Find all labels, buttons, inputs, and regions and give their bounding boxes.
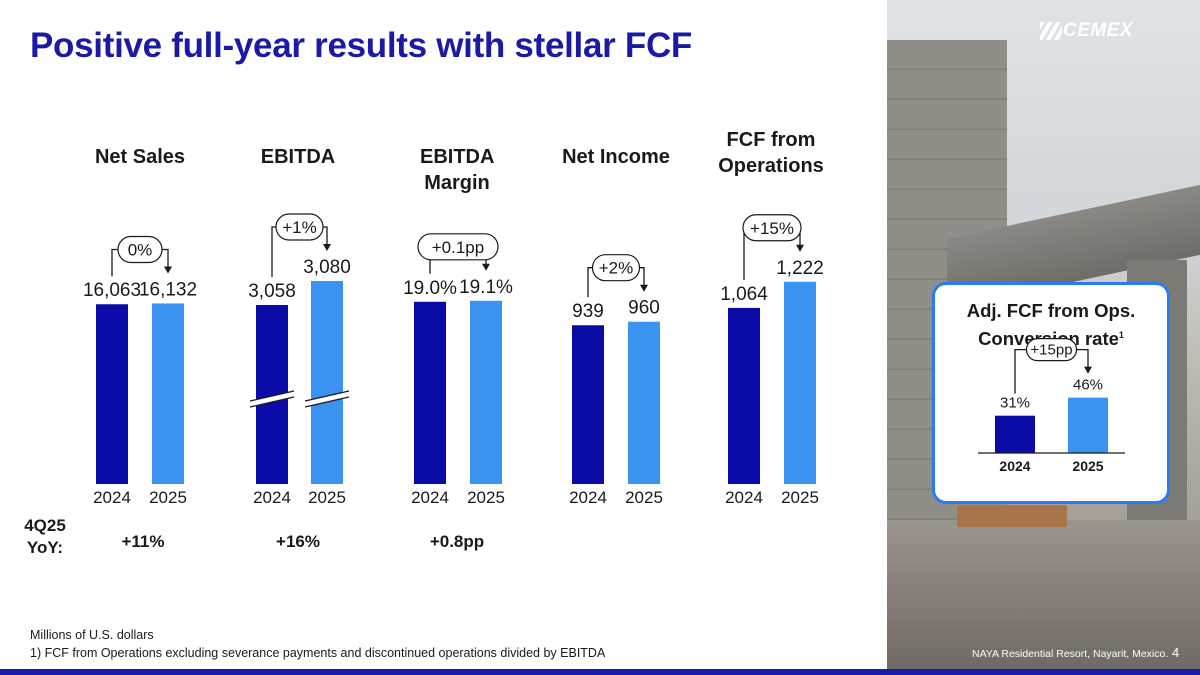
- chart-0-bracket-left: [111, 248, 118, 277]
- metric-title-fcf: FCF from Operations: [718, 129, 824, 177]
- chart-2-value-label-2025: 19.1%: [459, 277, 513, 298]
- chart-3-change-label: +2%: [599, 259, 634, 278]
- chart-2-value-label-2024: 19.0%: [403, 278, 457, 299]
- chart-5-year-label-2024: 2024: [999, 458, 1030, 474]
- chart-3-bar-2024: [572, 325, 604, 484]
- chart-4-change-label: +15%: [750, 219, 794, 238]
- chart-1-bracket-left: [271, 226, 276, 277]
- chart-1-axis-break-2024: [250, 391, 294, 407]
- chart-0-value-label-2025: 16,132: [139, 279, 197, 300]
- chart-3-bar-2025: [628, 321, 660, 484]
- yoy-ebitda: +16%: [276, 532, 320, 551]
- chart-0-value-label-2024: 16,063: [83, 280, 141, 301]
- cemex-logo: CEMEX: [1063, 20, 1134, 41]
- conversion-rate-card: Adj. FCF from Ops. Conversion rate1: [932, 282, 1170, 504]
- chart-3-bracket-right: [639, 267, 645, 290]
- yoy-label: 4Q25 YoY:: [24, 516, 66, 557]
- chart-0-change-pill: [117, 235, 163, 264]
- chart-5-change-label: +15pp: [1030, 342, 1072, 359]
- chart-2-change-pill: [417, 233, 499, 261]
- chart-3-year-label-2025: 2025: [625, 488, 663, 507]
- chart-5-bracket-right: [1076, 348, 1089, 372]
- metric-title-net-sales: Net Sales: [94, 146, 186, 168]
- chart-2-year-label-2025: 2025: [467, 488, 505, 507]
- chart-2-year-label-2024: 2024: [411, 488, 449, 507]
- page-title: Positive full-year results with stellar …: [30, 26, 693, 65]
- chart-5-bar-2024: [995, 415, 1035, 453]
- chart-0-change-label: 0%: [128, 240, 153, 259]
- chart-1-axis-break-line-top-2025: [304, 390, 350, 402]
- chart-1-bar-2025: [311, 281, 343, 484]
- chart-5-value-label-2024: 31%: [1000, 395, 1030, 412]
- chart-4-bar-2024: [728, 307, 760, 484]
- chart-5-change-pill: [1025, 338, 1078, 362]
- metric-title-ebitda-margin: EBITDA Margin: [420, 146, 495, 194]
- chart-5-year-label-2025: 2025: [1072, 458, 1103, 474]
- chart-3-bracket-left: [587, 267, 593, 298]
- chart-3-year-label-2024: 2024: [569, 488, 607, 507]
- chart-2-bracket-arrow-icon: [482, 263, 490, 271]
- chart-3-value-label-2025: 960: [628, 298, 660, 319]
- chart-4-value-label-2024: 1,064: [720, 284, 768, 305]
- chart-4-year-label-2025: 2025: [781, 488, 819, 507]
- chart-4-year-label-2024: 2024: [725, 488, 763, 507]
- chart-0-bracket-arrow-icon: [164, 266, 172, 274]
- chart-1-bracket-right: [323, 226, 328, 249]
- chart-4-change-pill: [742, 214, 802, 242]
- metric-title-ebitda: EBITDA: [260, 146, 336, 168]
- chart-0-bar-2025: [152, 303, 184, 484]
- chart-5-bracket-arrow-icon: [1084, 366, 1092, 374]
- photo-terrace-floor: [887, 520, 1200, 669]
- chart-3-value-label-2024: 939: [572, 301, 604, 322]
- yoy-ebitda-margin: +0.8pp: [429, 532, 485, 551]
- chart-0-year-label-2025: 2025: [149, 488, 187, 507]
- chart-1-change-pill: [275, 213, 324, 241]
- chart-1-year-label-2024: 2024: [253, 488, 291, 507]
- photo-lounge-deck: [957, 505, 1067, 527]
- chart-1-axis-break-line-bottom-2025: [304, 396, 350, 408]
- chart-2-bar-2024: [414, 301, 446, 484]
- chart-2-bar-2025: [470, 300, 502, 484]
- chart-1-value-label-2024: 3,058: [248, 281, 296, 302]
- chart-1-bracket-arrow-icon: [323, 244, 331, 251]
- chart-2-change-label: +0.1pp: [432, 238, 484, 257]
- chart-3-bracket-arrow-icon: [640, 284, 648, 292]
- conversion-rate-footnote-marker: 1: [1118, 330, 1124, 340]
- yoy-net-sales: +11%: [121, 532, 165, 551]
- chart-4-bracket-arrow-icon: [796, 244, 804, 252]
- chart-5-value-label-2025: 46%: [1073, 377, 1103, 394]
- chart-1-axis-break-line-top-2024: [249, 390, 295, 402]
- bottom-accent-bar: [0, 669, 1200, 675]
- chart-0-bracket-right: [162, 248, 169, 272]
- chart-0-bar-2024: [96, 304, 128, 484]
- chart-1-year-label-2025: 2025: [308, 488, 346, 507]
- chart-4-bar-2025: [784, 281, 816, 484]
- chart-0-year-label-2024: 2024: [93, 488, 131, 507]
- chart-1-axis-break-line-bottom-2024: [249, 396, 295, 408]
- chart-1-axis-break-2025: [305, 391, 349, 407]
- footnote-fcf-definition: 1) FCF from Operations excluding severan…: [30, 646, 606, 660]
- page-number: 4: [1172, 645, 1180, 660]
- chart-4-bracket-left: [743, 227, 745, 280]
- chart-1-change-label: +1%: [282, 218, 317, 237]
- chart-5-bar-2025: [1068, 397, 1108, 453]
- chart-3-change-pill: [591, 254, 641, 282]
- photo-caption: NAYA Residential Resort, Nayarit, Mexico…: [972, 648, 1169, 660]
- metric-title-net-income: Net Income: [562, 146, 670, 168]
- cemex-logo-icon: [1040, 22, 1062, 40]
- chart-1-value-label-2025: 3,080: [303, 257, 351, 278]
- footnote-units: Millions of U.S. dollars: [30, 628, 154, 642]
- chart-5-bracket-left: [1014, 348, 1027, 394]
- chart-4-value-label-2025: 1,222: [776, 258, 824, 279]
